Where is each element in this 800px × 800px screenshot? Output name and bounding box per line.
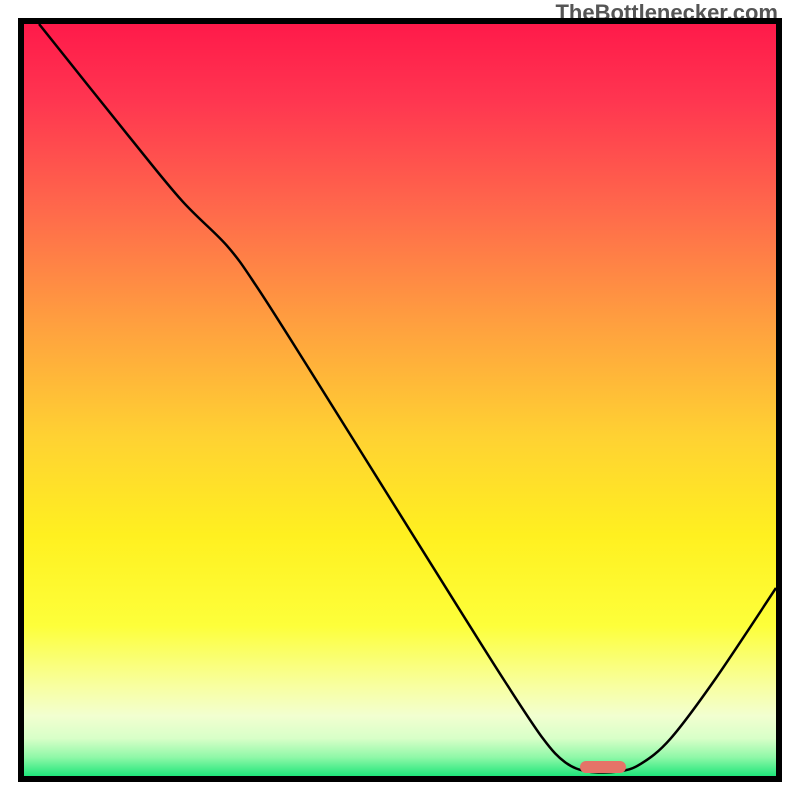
plot-area [24, 24, 776, 776]
optimal-marker [580, 761, 626, 773]
watermark-text: TheBottlenecker.com [555, 0, 778, 26]
bottleneck-curve [24, 24, 776, 776]
curve-path [39, 24, 776, 773]
